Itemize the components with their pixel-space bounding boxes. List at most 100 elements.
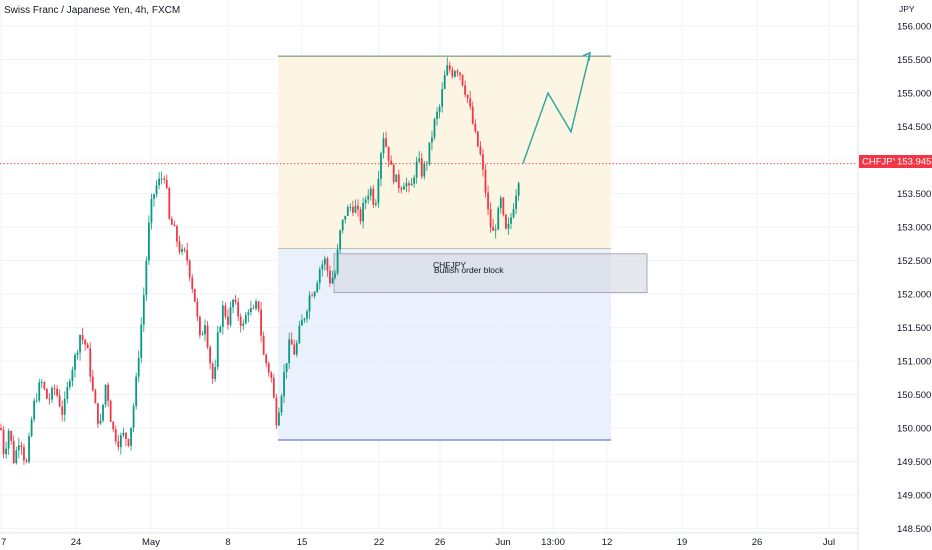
candle: [191, 274, 194, 294]
candle-body: [316, 283, 319, 293]
candle-body: [229, 307, 232, 325]
y-tick-label: 154.500: [897, 122, 931, 133]
candle: [267, 361, 270, 377]
x-tick-label: 24: [71, 537, 82, 548]
candle-body: [433, 119, 436, 138]
candle: [502, 196, 505, 217]
candle: [428, 142, 431, 166]
candle-body: [487, 192, 489, 210]
candle-body: [505, 214, 507, 229]
candle-body: [63, 398, 66, 415]
candle: [464, 80, 466, 98]
candle-body: [267, 363, 270, 373]
candle-body: [12, 440, 15, 464]
candle: [323, 255, 326, 271]
candle-body: [293, 344, 296, 355]
candle-body: [318, 269, 321, 284]
candle: [244, 311, 247, 325]
candle: [66, 381, 69, 404]
y-tick-label: 149.500: [897, 457, 931, 468]
candle: [206, 320, 209, 350]
candle: [308, 291, 311, 319]
candle: [431, 130, 433, 151]
candle: [204, 319, 206, 342]
candle-body: [23, 447, 25, 461]
candle: [130, 427, 132, 451]
candle: [142, 287, 145, 332]
candle: [288, 332, 291, 370]
x-tick-label: 26: [752, 537, 763, 548]
candle-body: [290, 339, 293, 345]
candle: [252, 304, 255, 310]
candle: [403, 182, 405, 190]
projection-arrowhead: [582, 51, 591, 61]
candle: [400, 186, 403, 194]
candle-body: [61, 406, 64, 415]
candle-body: [364, 199, 367, 203]
candle: [94, 388, 97, 404]
y-tick-label: 151.500: [897, 323, 931, 334]
candle-body: [405, 183, 408, 187]
candle: [329, 265, 331, 287]
candle: [372, 185, 375, 209]
candle-body: [33, 400, 36, 420]
x-tick-label: 8: [225, 537, 230, 548]
candle-body: [178, 241, 181, 252]
candle: [425, 160, 428, 172]
candle: [56, 385, 58, 398]
candle-body: [336, 249, 339, 274]
candle: [23, 443, 25, 465]
candle: [311, 292, 313, 297]
candle-body: [201, 334, 204, 336]
candle: [380, 151, 382, 187]
candle: [33, 397, 36, 423]
candle-body: [344, 215, 347, 220]
candle-body: [369, 188, 372, 196]
candle-body: [260, 309, 262, 336]
candle: [301, 314, 303, 326]
candle-body: [275, 397, 278, 426]
projection-path: [522, 52, 591, 164]
candle-body: [81, 335, 84, 340]
candle: [122, 427, 125, 438]
candle-body: [66, 386, 69, 399]
candle-body: [423, 163, 426, 177]
candle: [0, 423, 2, 431]
candle: [346, 204, 349, 217]
candle: [214, 359, 217, 382]
candle: [186, 242, 189, 266]
candle-body: [474, 123, 477, 132]
candle: [209, 345, 211, 370]
candle: [408, 180, 410, 193]
candle-body: [247, 312, 250, 315]
overlay-layer: [0, 51, 858, 165]
candle: [35, 393, 38, 403]
candle: [242, 319, 245, 331]
candle: [476, 130, 479, 148]
candle-body: [99, 420, 102, 424]
candle: [283, 364, 285, 404]
order-block-symbol: CHFJPY: [433, 260, 466, 270]
candle: [107, 382, 109, 408]
currency-label: JPY: [899, 4, 915, 14]
candle: [405, 177, 408, 193]
candle-body: [436, 111, 438, 120]
candle-body: [303, 318, 306, 321]
x-tick-label: 22: [374, 537, 385, 548]
candle-body: [512, 209, 515, 218]
candle-body: [262, 335, 265, 355]
candle: [30, 416, 33, 438]
candle: [369, 185, 372, 201]
candle: [415, 156, 418, 184]
candle-body: [20, 445, 23, 448]
candle: [512, 203, 515, 219]
candle-body: [469, 98, 472, 107]
candle-body: [214, 367, 217, 379]
x-tick-label: 19: [677, 537, 688, 548]
candle: [374, 199, 377, 207]
candle-body: [334, 273, 336, 278]
candle-body: [321, 264, 324, 270]
candle: [91, 369, 94, 392]
candle-body: [145, 260, 148, 296]
